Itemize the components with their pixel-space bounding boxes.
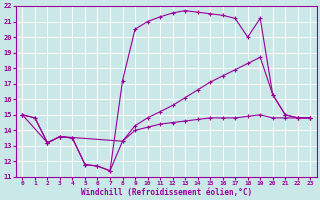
X-axis label: Windchill (Refroidissement éolien,°C): Windchill (Refroidissement éolien,°C)	[81, 188, 252, 197]
